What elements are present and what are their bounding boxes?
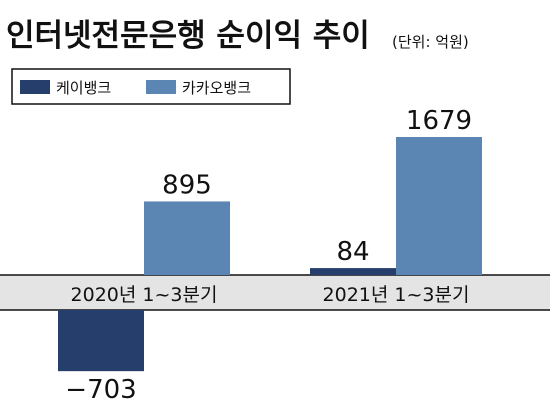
category-axis-band	[0, 275, 550, 310]
chart-title: 인터넷전문은행 순이익 추이	[6, 18, 370, 54]
legend-label-1: 케이뱅크	[56, 79, 111, 97]
bar-1-2	[310, 268, 396, 275]
data-label-2-1: 895	[162, 170, 212, 200]
category-label-1: 2020년 1~3분기	[71, 284, 218, 306]
legend-label-2: 카카오뱅크	[182, 79, 251, 97]
data-label-1-1: −703	[65, 375, 136, 403]
data-labels: −703 895 84 1679	[65, 106, 472, 405]
bars	[58, 136, 482, 372]
data-label-1-2: 84	[336, 237, 369, 267]
category-labels: 2020년 1~3분기 2021년 1~3분기	[71, 284, 470, 306]
legend: 케이뱅크 카카오뱅크	[20, 79, 251, 97]
category-label-2: 2021년 1~3분기	[323, 284, 470, 306]
bar-2-2	[396, 136, 482, 275]
unit-label: (단위: 억원)	[392, 33, 469, 51]
data-label-2-2: 1679	[406, 106, 472, 136]
legend-swatch-1	[20, 80, 50, 94]
bar-1-1	[58, 310, 144, 372]
legend-swatch-2	[146, 80, 176, 94]
bar-2-1	[144, 201, 230, 275]
